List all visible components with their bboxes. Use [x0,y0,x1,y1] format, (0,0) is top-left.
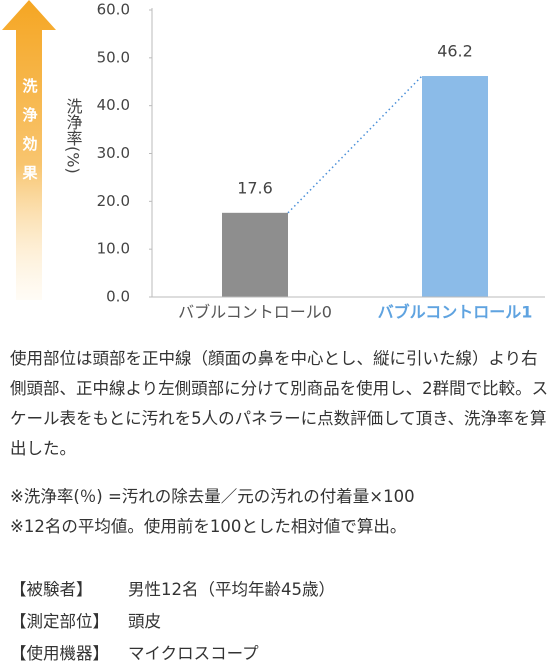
bar [222,212,288,297]
note: ※12名の平均値。使用前を100とした相対値で算出。 [10,517,407,536]
spec-row: 【使用機器】 マイクロスコープ [10,639,510,669]
description: 使用部位は頭部を正中線（顔面の鼻を中心とし、縦に引いた線）より右側頭部、正中線よ… [10,349,549,458]
arrow-label: 洗浄効果 [21,77,39,194]
connector [287,75,423,214]
spec-value: マイクロスコープ [128,644,259,663]
spec-row: 【被験者】 男性12名（平均年齢45歳） [10,575,510,605]
effect-arrow [2,0,56,300]
bar [422,76,488,297]
y-tick-label: 60.0 [97,1,130,19]
y-tick-label: 10.0 [97,240,130,258]
spec-label: 【測定部位】 [10,612,109,631]
spec-label: 【被験者】 [10,580,93,599]
y-axis-label: 洗浄率(%) [64,98,83,174]
y-tick-label: 50.0 [97,48,130,66]
chart: 洗浄効果 洗浄率(%) 0.0 10.0 20.0 30.0 40.0 50.0 60.0 1… [2,0,545,322]
note: ※洗浄率(％) =汚れの除去量／元の汚れの付着量×100 [10,487,415,506]
y-tick-label: 30.0 [97,144,130,162]
y-tick-label: 40.0 [97,96,130,114]
y-tick-label: 0.0 [106,288,130,306]
spec-row: 【測定部位】 頭皮 [10,607,510,637]
y-tick-label: 20.0 [97,192,130,210]
value-label: 46.2 [437,42,473,61]
spec-value: 男性12名（平均年齢45歳） [128,580,335,599]
value-label: 17.6 [237,178,273,197]
x-tick-label: バブルコントロール0 [178,303,332,322]
x-tick-label: バブルコントロール1 [378,303,533,322]
spec-value: 頭皮 [128,612,161,631]
spec-label: 【使用機器】 [10,644,109,663]
